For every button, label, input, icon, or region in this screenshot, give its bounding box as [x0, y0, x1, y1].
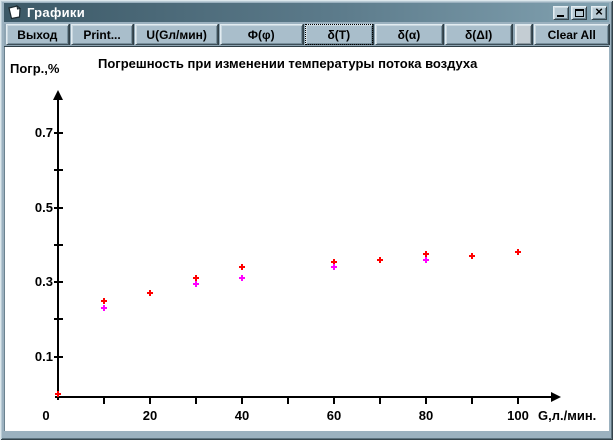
- minimize-icon: [557, 14, 564, 17]
- y-tick: [54, 131, 63, 134]
- x-tick: [103, 398, 105, 404]
- x-tick: [241, 398, 243, 404]
- y-tick-label: 0.5: [34, 199, 53, 215]
- y-axis: [57, 97, 59, 400]
- y-tick: [54, 318, 63, 321]
- x-tick: [149, 398, 151, 404]
- maximize-button[interactable]: [571, 5, 587, 20]
- titlebar[interactable]: Графики ×: [4, 3, 609, 22]
- toolbar: Выход Print... U(Gл/мин) Ф(φ) δ(T) δ(α) δ(ΔI) C…: [4, 24, 609, 47]
- chart-area: Погрешность при изменении температуры по…: [4, 47, 609, 431]
- data-point-magenta: [423, 256, 429, 263]
- y-tick: [54, 281, 63, 284]
- data-point-magenta: [193, 280, 199, 287]
- close-button[interactable]: ×: [591, 4, 607, 20]
- toolbar-button-delta-alpha[interactable]: δ(α): [375, 24, 443, 45]
- x-axis: [55, 396, 552, 398]
- y-tick-label: 0.3: [34, 274, 53, 290]
- chart-title: Погрешность при изменении температуры по…: [98, 56, 478, 71]
- data-point-magenta: [101, 305, 107, 312]
- toolbar-button-delta-t[interactable]: δ(T): [304, 24, 374, 45]
- y-tick-label: 0.7: [34, 124, 53, 140]
- data-point-red: [101, 297, 107, 304]
- y-axis-label: Погр.,%: [10, 61, 60, 76]
- close-icon: ×: [595, 4, 603, 19]
- x-tick: [195, 398, 197, 404]
- x-tick: [425, 398, 427, 404]
- data-point-red: [239, 264, 245, 271]
- toolbar-button-clear-all[interactable]: Clear All: [534, 24, 609, 45]
- toolbar-button-phi[interactable]: Ф(φ): [219, 24, 303, 45]
- data-point-magenta: [239, 275, 245, 282]
- x-axis-arrow-icon: [551, 392, 561, 402]
- x-tick: [517, 398, 519, 404]
- data-point-red: [147, 290, 153, 297]
- x-tick-label: 100: [507, 408, 529, 423]
- x-tick: [379, 398, 381, 404]
- y-tick: [54, 169, 63, 172]
- y-axis-arrow-icon: [53, 90, 63, 100]
- maximize-icon: [575, 8, 584, 17]
- app-icon: [7, 4, 23, 20]
- data-point-red: [423, 251, 429, 258]
- x-tick-label: 0: [42, 408, 50, 423]
- data-point-red: [193, 275, 199, 282]
- toolbar-button-exit[interactable]: Выход: [6, 24, 69, 45]
- data-point-red: [515, 249, 521, 256]
- x-axis-label: G,л./мин.: [538, 408, 597, 423]
- toolbar-button-print[interactable]: Print...: [70, 24, 134, 45]
- toolbar-button-u-g-flow[interactable]: U(Gл/мин): [135, 24, 218, 45]
- window-title: Графики: [27, 5, 86, 20]
- window-controls: ×: [553, 4, 607, 20]
- x-tick-label: 80: [418, 408, 434, 423]
- toolbar-button-delta-di[interactable]: δ(ΔI): [444, 24, 513, 45]
- data-point-red: [331, 258, 337, 265]
- x-tick: [333, 398, 335, 404]
- x-tick: [287, 398, 289, 404]
- x-tick: [471, 398, 473, 404]
- data-point-red: [469, 252, 475, 259]
- data-point-red: [55, 391, 61, 397]
- x-tick-label: 20: [142, 408, 158, 423]
- y-tick: [54, 206, 63, 209]
- x-tick-label: 40: [234, 408, 250, 423]
- data-point-red: [377, 256, 383, 263]
- y-tick-label: 0.1: [34, 348, 53, 364]
- x-tick-label: 60: [326, 408, 342, 423]
- y-tick: [54, 355, 63, 358]
- data-point-magenta: [331, 264, 337, 271]
- toolbar-button-spacer[interactable]: [515, 24, 533, 45]
- minimize-button[interactable]: [553, 5, 569, 20]
- y-tick: [54, 243, 63, 246]
